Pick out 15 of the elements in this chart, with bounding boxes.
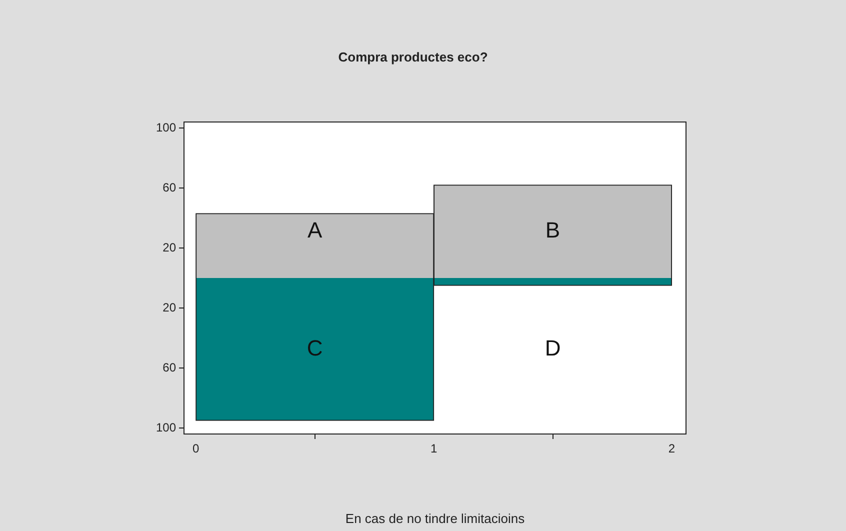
- x-tick-label: 2: [668, 442, 676, 456]
- y-tick-label: 20: [162, 240, 176, 254]
- annotation: C: [306, 335, 323, 360]
- y-tick-label: 100: [156, 420, 176, 434]
- annotation: B: [545, 218, 560, 243]
- y-tick-label: 100: [156, 120, 176, 134]
- annotation: D: [544, 335, 561, 360]
- y-tick-label: 60: [162, 180, 176, 194]
- x-tick-label: 0: [192, 442, 200, 456]
- x-tick-label: 1: [430, 442, 438, 456]
- annotation: A: [308, 218, 323, 243]
- x-axis-title: En cas de no tindre limitacioins: [345, 510, 526, 526]
- y-tick-label: 60: [162, 360, 176, 374]
- y-tick-label: 20: [162, 300, 176, 314]
- chart-title: Compra productes eco?: [338, 49, 488, 64]
